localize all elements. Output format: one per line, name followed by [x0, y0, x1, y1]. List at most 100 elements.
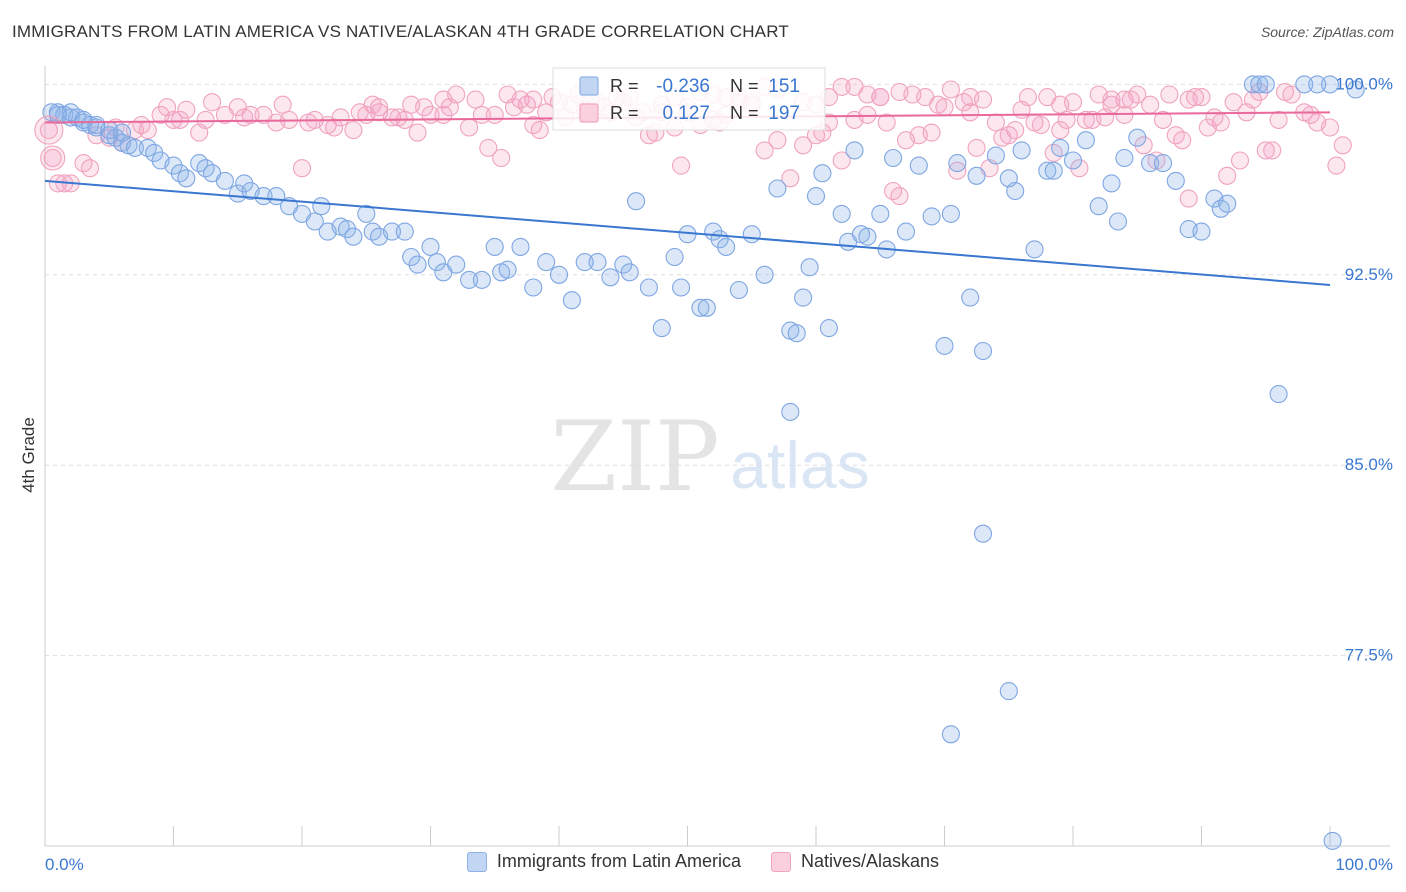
point-natives: [292, 159, 312, 178]
point-natives: [1173, 131, 1192, 150]
grid: [45, 83, 1390, 657]
point-immigrants: [691, 298, 710, 317]
point-natives: [273, 95, 292, 114]
point-immigrants: [961, 288, 980, 307]
point-immigrants: [973, 524, 993, 543]
point-natives: [1051, 95, 1070, 114]
point-natives: [1198, 118, 1217, 137]
stats-r-label-natives: R =: [610, 103, 639, 123]
point-immigrants: [620, 263, 639, 282]
point-immigrants: [408, 255, 427, 274]
axes: [44, 66, 1390, 847]
point-natives: [858, 105, 877, 124]
point-immigrants: [1038, 161, 1057, 180]
point-immigrants: [421, 237, 440, 256]
point-immigrants: [177, 169, 196, 188]
point-immigrants: [832, 204, 851, 223]
point-immigrants: [1128, 128, 1147, 147]
source-label: Source: ZipAtlas.com: [1260, 24, 1394, 40]
point-natives: [948, 161, 967, 180]
point-immigrants: [697, 298, 716, 317]
point-natives: [890, 187, 909, 206]
point-natives: [832, 151, 851, 170]
tick-labels: 77.5% 85.0% 92.5% 100.0% 0.0% 100.0% 4th Grade: [19, 74, 1393, 874]
point-immigrants: [672, 278, 691, 297]
point-immigrants: [1102, 174, 1121, 193]
watermark-atlas: atlas: [730, 428, 869, 502]
point-immigrants: [665, 247, 684, 267]
point-immigrants: [402, 247, 421, 267]
point-natives: [1076, 110, 1095, 129]
bottom-legend: Immigrants from Latin America Natives/Al…: [0, 851, 1406, 872]
stats-n-value-natives: 197: [768, 103, 800, 124]
point-natives: [755, 141, 774, 160]
point-natives: [1134, 136, 1153, 155]
stats-r-label-immigrants: R =: [610, 76, 639, 96]
point-immigrants: [337, 220, 357, 239]
point-natives: [370, 98, 389, 117]
point-immigrants: [1295, 75, 1314, 94]
point-immigrants: [305, 212, 324, 231]
point-immigrants: [472, 270, 491, 289]
trend-line-immigrants: [44, 179, 1331, 286]
point-immigrants: [717, 237, 736, 256]
point-natives: [1083, 110, 1102, 129]
stats-swatch-immigrants: [579, 76, 599, 96]
point-immigrants: [1166, 171, 1185, 190]
point-immigrants: [1108, 212, 1128, 231]
point-immigrants: [254, 187, 273, 206]
watermark: ZIP atlas: [550, 401, 869, 513]
point-immigrants: [639, 278, 658, 297]
point-immigrants: [1192, 222, 1211, 241]
point-immigrants: [1012, 141, 1031, 160]
point-natives: [196, 110, 215, 129]
point-immigrants: [537, 253, 556, 272]
point-natives: [922, 123, 941, 142]
point-natives: [138, 121, 157, 140]
legend-swatch-natives: [771, 851, 791, 872]
point-natives: [877, 113, 896, 132]
point-immigrants: [1250, 75, 1269, 94]
point-immigrants: [1243, 75, 1262, 94]
point-immigrants: [215, 171, 234, 190]
point-natives-large: [34, 115, 64, 145]
x-tick-label-max: 100.0%: [1335, 855, 1393, 874]
point-natives: [961, 103, 980, 122]
point-immigrants: [794, 288, 813, 307]
point-natives: [164, 110, 183, 129]
point-natives: [466, 90, 485, 109]
point-immigrants: [164, 156, 183, 175]
stats-n-label-immigrants: N =: [730, 76, 759, 96]
point-immigrants: [652, 319, 671, 338]
point-natives: [954, 93, 973, 112]
point-immigrants: [524, 278, 543, 297]
point-natives: [781, 169, 800, 188]
point-immigrants: [498, 260, 517, 279]
point-natives-large: [40, 145, 66, 171]
point-immigrants: [588, 253, 607, 272]
point-natives: [344, 121, 363, 140]
stats-r-value-immigrants: -0.236: [656, 76, 710, 97]
point-natives: [530, 121, 549, 140]
point-immigrants: [1025, 240, 1044, 259]
point-immigrants: [1051, 138, 1070, 157]
point-immigrants: [941, 204, 960, 223]
point-immigrants: [113, 123, 132, 142]
point-natives: [1179, 189, 1198, 208]
x-tick-label-min: 0.0%: [45, 855, 84, 874]
legend-item-immigrants: Immigrants from Latin America: [466, 851, 741, 872]
point-immigrants: [1063, 151, 1083, 170]
point-immigrants: [1044, 161, 1063, 180]
point-natives: [1256, 141, 1275, 160]
point-natives: [1141, 95, 1160, 114]
point-immigrants: [125, 138, 144, 157]
point-immigrants: [941, 725, 960, 744]
point-natives: [504, 98, 524, 117]
point-immigrants: [1218, 194, 1237, 213]
point-natives: [80, 159, 100, 178]
y-tick-label: 85.0%: [1345, 455, 1393, 474]
point-immigrants: [986, 146, 1005, 165]
y-tick-label: 100.0%: [1335, 74, 1393, 93]
point-natives: [1275, 82, 1295, 102]
